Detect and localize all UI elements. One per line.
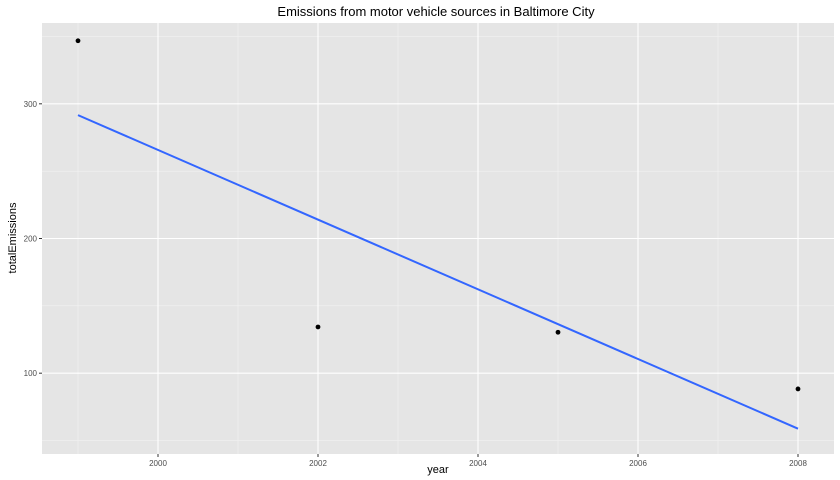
x-tick-label: 2002 <box>309 459 327 468</box>
y-tick-label: 300 <box>24 100 38 109</box>
x-tick-label: 2000 <box>149 459 167 468</box>
trend-line <box>77 114 799 430</box>
chart-title: Emissions from motor vehicle sources in … <box>277 4 595 19</box>
data-point <box>795 386 801 392</box>
data-points <box>75 38 801 392</box>
y-tick-label: 200 <box>24 235 38 244</box>
x-tick-label: 2008 <box>789 459 807 468</box>
data-point <box>315 324 321 330</box>
gridlines <box>42 23 834 454</box>
y-axis-title: totalEmissions <box>7 202 19 273</box>
axes: 2000 2002 2004 2006 2008 100 200 300 <box>24 100 808 468</box>
data-point <box>75 38 81 44</box>
y-tick-label: 100 <box>24 369 38 378</box>
x-axis-title: year <box>427 464 449 476</box>
x-tick-label: 2006 <box>629 459 647 468</box>
data-point <box>555 329 561 335</box>
x-tick-label: 2004 <box>469 459 487 468</box>
